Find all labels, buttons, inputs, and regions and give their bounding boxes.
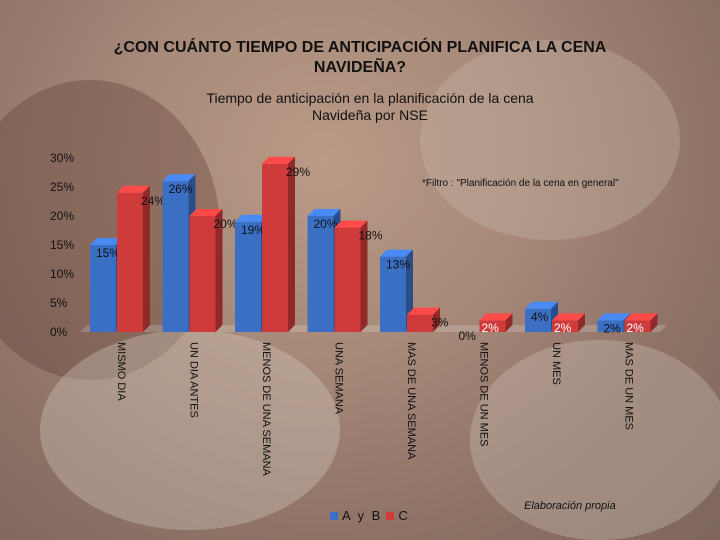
y-tick-label: 5%	[50, 296, 68, 310]
x-tick-label: UNA SEMANA	[333, 342, 345, 415]
bar-c-side	[650, 313, 658, 332]
y-tick-label: 20%	[50, 209, 74, 223]
filter-note: *Filtro : "Planificación de la cena en g…	[422, 178, 619, 189]
bar-ab-top	[380, 249, 413, 257]
bar-ab	[307, 216, 334, 332]
legend-label-ab: A y B	[342, 508, 383, 523]
x-tick-label: UN MES	[550, 342, 562, 385]
bar-c	[189, 216, 216, 332]
bar-c	[117, 192, 143, 332]
bar-ab-top	[597, 313, 631, 321]
bar-ab	[162, 181, 189, 332]
data-label-c: 18%	[359, 229, 383, 243]
legend-swatch-ab	[330, 511, 338, 520]
data-label-ab: 0%	[459, 329, 477, 343]
bar-c-top	[479, 313, 513, 321]
x-tick-label: MISMO DIA	[115, 342, 127, 401]
bar-ab	[525, 308, 551, 332]
data-label-ab: 13%	[386, 258, 410, 272]
bar-ab-top	[162, 174, 196, 182]
bar-c-top	[262, 156, 295, 164]
bar-ab-top	[90, 238, 123, 245]
bar-c-side	[433, 307, 440, 332]
data-label-ab: 20%	[314, 217, 338, 231]
x-tick-label: MENOS DE UN MES	[478, 342, 490, 447]
x-tick-label: UN DIA ANTES	[188, 342, 200, 418]
page-title: ¿CON CUÁNTO TIEMPO DE ANTICIPACIÓN PLANI…	[0, 38, 720, 78]
bar-c-side	[215, 209, 223, 332]
y-tick-label: 15%	[50, 238, 74, 252]
legend-label-c: C	[398, 508, 410, 523]
bar-c	[262, 163, 288, 332]
chart-legend: A y B C	[330, 508, 410, 523]
data-label-c: 2%	[554, 321, 572, 335]
bar-c	[552, 320, 578, 332]
bar-ab-top	[235, 214, 268, 222]
chart-subtitle: Tiempo de anticipación en la planificaci…	[0, 90, 720, 124]
bar-ab-top	[525, 301, 558, 309]
data-label-ab: 15%	[96, 246, 120, 260]
data-label-ab: 4%	[531, 310, 549, 324]
y-tick-label: 30%	[50, 151, 74, 165]
bar-c-side	[288, 156, 295, 332]
y-tick-label: 10%	[50, 267, 74, 281]
bar-c-top	[334, 220, 368, 228]
subtitle-line-2: Navideña por NSE	[312, 107, 428, 123]
x-tick-label: MAS DE UNA SEMANA	[405, 342, 417, 460]
title-line-1: ¿CON CUÁNTO TIEMPO DE ANTICIPACIÓN PLANI…	[113, 39, 607, 56]
bar-c-side	[578, 313, 585, 332]
data-label-ab: 19%	[241, 223, 265, 237]
bar-c-top	[407, 307, 440, 315]
title-line-2: NAVIDEÑA?	[313, 59, 407, 76]
bar-ab	[597, 320, 624, 332]
data-label-c: 20%	[214, 217, 238, 231]
bar-c	[334, 227, 361, 332]
bar-c	[479, 320, 506, 332]
bar-ab	[235, 221, 261, 332]
subtitle-line-1: Tiempo de anticipación en la planificaci…	[206, 90, 534, 106]
bar-ab	[90, 245, 116, 332]
bar-c-top	[189, 209, 223, 216]
x-tick-label: MAS DE UN MES	[623, 342, 635, 430]
bar-c-top	[624, 313, 658, 321]
x-tick-label: MENOS DE UNA SEMANA	[260, 342, 272, 477]
data-label-c: 24%	[141, 194, 165, 208]
bar-ab-top	[307, 209, 341, 216]
data-label-c: 2%	[482, 321, 500, 335]
credit-note: Elaboración propia	[524, 500, 616, 512]
legend-swatch-c	[386, 511, 395, 520]
data-label-ab: 2%	[604, 321, 622, 335]
background-shape	[470, 340, 720, 540]
data-label-c: 2%	[627, 321, 645, 335]
data-label-ab: 26%	[169, 182, 193, 196]
y-tick-label: 0%	[50, 325, 68, 339]
bar-c-side	[505, 313, 513, 332]
bar-c-side	[143, 185, 150, 332]
bar-c-side	[360, 220, 368, 332]
bar-c-top	[117, 185, 150, 193]
bar-c	[624, 320, 651, 332]
data-label-c: 3%	[431, 316, 449, 330]
bar-ab	[380, 256, 406, 332]
data-label-c: 29%	[286, 165, 310, 179]
y-tick-label: 25%	[50, 180, 74, 194]
bar-c-top	[552, 313, 585, 321]
background-shape	[40, 330, 340, 530]
chart-floor	[80, 325, 667, 332]
bar-c	[407, 314, 433, 332]
background-shape	[420, 40, 680, 240]
